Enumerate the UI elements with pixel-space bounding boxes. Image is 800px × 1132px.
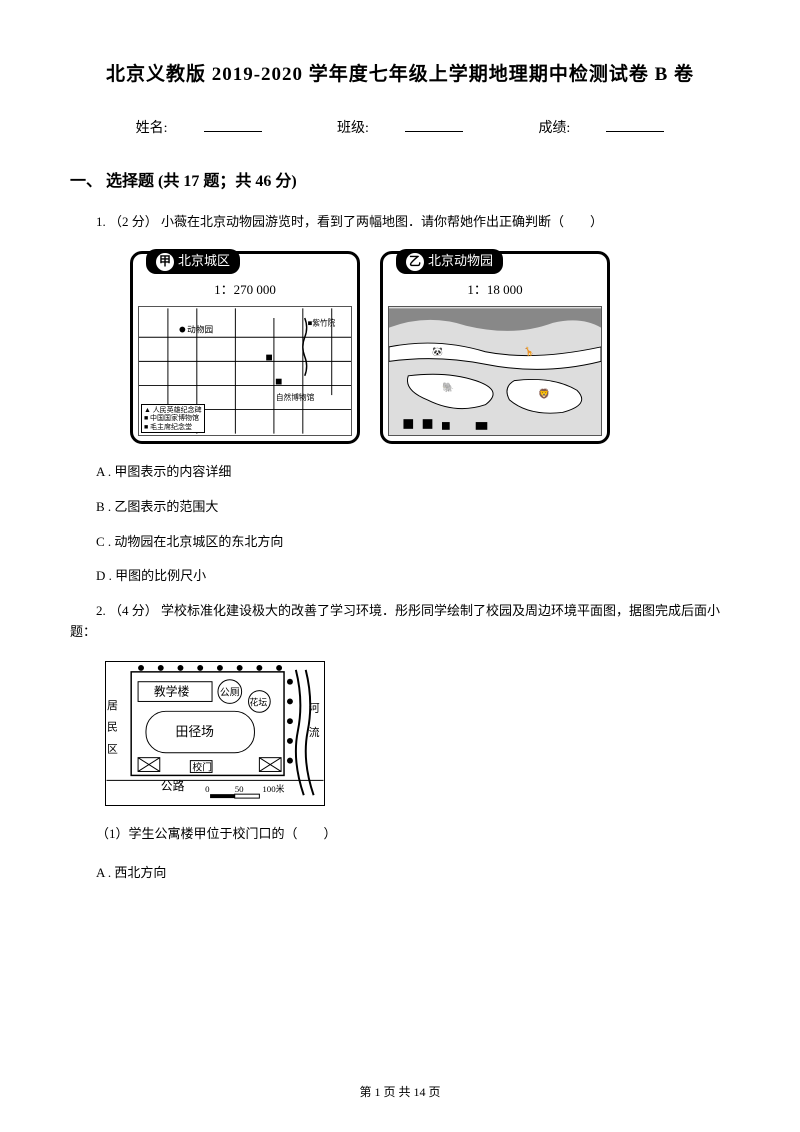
q1-option-c[interactable]: C . 动物园在北京城区的东北方向 [96, 532, 730, 553]
page-footer: 第 1 页 共 14 页 [70, 1083, 730, 1102]
svg-text:民: 民 [106, 721, 118, 733]
name-label: 姓名: [136, 121, 168, 136]
svg-text:田径场: 田径场 [176, 725, 215, 739]
q1-option-d[interactable]: D . 甲图的比例尺小 [96, 566, 730, 587]
figure-a-frame: 甲 北京城区 1：270 000 动物园 自然博物馆 ■紫竹院 ▲ 人民英雄纪念… [130, 251, 360, 444]
figure-b-scale: 1：18 000 [388, 280, 602, 301]
svg-text:🦁: 🦁 [538, 388, 550, 400]
score-label: 成绩: [538, 121, 570, 136]
q1-option-a[interactable]: A . 甲图表示的内容详细 [96, 462, 730, 483]
svg-text:校门: 校门 [192, 760, 212, 773]
figure-a-badge: 甲 [156, 253, 174, 271]
figure-a-legend: ▲ 人民英雄纪念碑 ■ 中国国家博物馆 ■ 毛主席纪念堂 [141, 404, 205, 433]
svg-text:花坛: 花坛 [250, 696, 268, 707]
figure-a-title: 北京城区 [178, 251, 230, 272]
document-title: 北京义教版 2019-2020 学年度七年级上学期地理期中检测试卷 B 卷 [70, 60, 730, 90]
q1-text: 小薇在北京动物园游览时，看到了两幅地图．请你帮她作出正确判断（ ） [161, 214, 603, 229]
figure-b-title: 北京动物园 [428, 251, 493, 272]
svg-text:教学楼: 教学楼 [154, 684, 190, 698]
q2-sub1: （1）学生公寓楼甲位于校门口的（ ） [70, 824, 730, 845]
student-info-row: 姓名: 班级: 成绩: [70, 118, 730, 140]
q1-points: （2 分） [109, 214, 158, 229]
svg-text:50: 50 [235, 784, 244, 794]
svg-text:🦒: 🦒 [524, 347, 535, 357]
score-blank[interactable] [606, 118, 664, 132]
svg-text:流: 流 [309, 725, 320, 739]
figure-b-frame: 乙 北京动物园 1：18 000 🐘 🦁 🐼 🦒 [380, 251, 610, 444]
figure-b-badge: 乙 [406, 253, 424, 271]
figure-b-map: 🐘 🦁 🐼 🦒 [388, 306, 602, 436]
svg-text:河: 河 [309, 701, 320, 714]
question-2: 2. （4 分） 学校标准化建设极大的改善了学习环境．彤彤同学绘制了校园及周边环… [70, 601, 730, 643]
svg-text:区: 区 [106, 743, 117, 754]
name-blank[interactable] [204, 118, 262, 132]
q2-points: （4 分） [109, 603, 158, 618]
svg-text:100米: 100米 [262, 783, 284, 794]
class-blank[interactable] [405, 118, 463, 132]
q2-option-a[interactable]: A . 西北方向 [96, 863, 730, 884]
q1-figures: 甲 北京城区 1：270 000 动物园 自然博物馆 ■紫竹院 ▲ 人民英雄纪念… [130, 251, 730, 444]
q1-option-b[interactable]: B . 乙图表示的范围大 [96, 497, 730, 518]
q1-number: 1. [96, 214, 106, 229]
svg-text:■紫竹院: ■紫竹院 [308, 318, 336, 328]
svg-text:居: 居 [106, 699, 118, 711]
figure-a-header: 甲 北京城区 [146, 249, 240, 274]
q1-options: A . 甲图表示的内容详细 B . 乙图表示的范围大 C . 动物园在北京城区的… [96, 462, 730, 587]
svg-text:🐘: 🐘 [442, 381, 454, 393]
svg-text:公路: 公路 [161, 779, 185, 793]
q2-number: 2. [96, 603, 106, 618]
class-label: 班级: [337, 121, 369, 136]
question-1: 1. （2 分） 小薇在北京动物园游览时，看到了两幅地图．请你帮她作出正确判断（… [70, 212, 730, 233]
q2-options: A . 西北方向 [96, 863, 730, 884]
svg-text:动物园: 动物园 [187, 323, 213, 334]
figure-b-header: 乙 北京动物园 [396, 249, 503, 274]
svg-text:0: 0 [205, 784, 210, 794]
svg-text:🐼: 🐼 [432, 347, 443, 357]
svg-text:公厕: 公厕 [220, 686, 240, 698]
figure-a-scale: 1：270 000 [138, 280, 352, 301]
q2-text: 学校标准化建设极大的改善了学习环境．彤彤同学绘制了校园及周边环境平面图，据图完成… [70, 603, 720, 639]
section-title: 一、 选择题 (共 17 题；共 46 分) [70, 169, 730, 195]
q2-figure: 教学楼 公厕 花坛 田径场 居 民 区 校门 公路 0 50 100米 河 流 [105, 661, 325, 806]
svg-text:自然博物馆: 自然博物馆 [276, 392, 315, 402]
figure-a-map: 动物园 自然博物馆 ■紫竹院 ▲ 人民英雄纪念碑 ■ 中国国家博物馆 ■ 毛主席… [138, 306, 352, 436]
